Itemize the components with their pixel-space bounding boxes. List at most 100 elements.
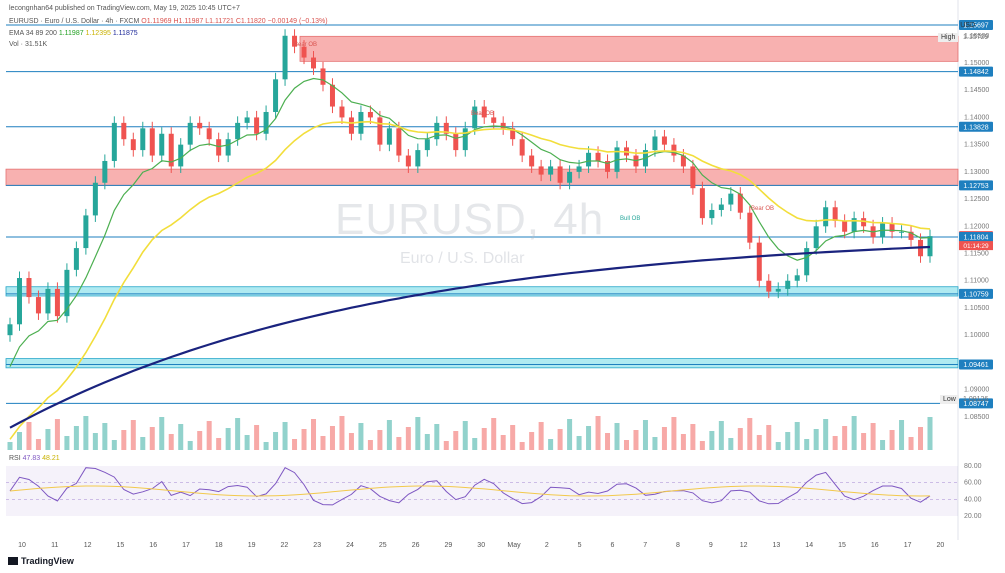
volume-bar	[311, 419, 317, 450]
volume-bar	[73, 426, 79, 450]
candle-body	[26, 278, 32, 298]
countdown-text: 01:14:29	[963, 243, 989, 250]
volume-bar	[671, 417, 677, 450]
candle-body	[804, 248, 810, 276]
price-tick-13: 1.09000	[964, 387, 989, 394]
candle-body	[35, 297, 41, 314]
volume-bar	[415, 417, 421, 450]
bull-ob-label: Bull OB	[620, 216, 641, 222]
time-tick-24: 14	[805, 542, 813, 549]
rsi-band	[6, 466, 958, 516]
volume-bar	[491, 418, 497, 450]
time-tick-23: 13	[773, 542, 781, 549]
volume-bar	[747, 418, 753, 450]
publisher-line: lecongnhan64 published on TradingView.co…	[9, 5, 240, 12]
price-tick-9: 1.11000	[964, 278, 989, 285]
candle-body	[861, 218, 867, 227]
volume-bar	[889, 430, 895, 450]
candle-body	[794, 275, 800, 281]
volume-bar	[273, 432, 279, 450]
ema-legend[interactable]: EMA 34 89 200 1.11987 1.12395 1.11875	[9, 30, 138, 37]
volume-bar	[121, 430, 127, 450]
watermark-symbol: EURUSD, 4h	[335, 195, 605, 244]
candle-body	[472, 106, 478, 129]
volume-bar	[557, 429, 563, 450]
candle-body	[206, 128, 212, 140]
volume-bar	[927, 417, 933, 450]
candle-body	[538, 166, 544, 175]
volume-bar	[26, 422, 32, 450]
candle-body	[168, 133, 174, 167]
volume-bar	[548, 439, 554, 450]
symbol-line: EURUSD · Euro / U.S. Dollar · 4h · FXCM …	[9, 18, 328, 25]
volume-bar	[690, 424, 696, 450]
volume-bar	[111, 440, 117, 450]
volume-bar	[16, 432, 22, 450]
time-tick-25: 15	[838, 542, 846, 549]
level-tag-text-2: 1.13828	[963, 124, 988, 131]
volume-bar	[254, 425, 260, 450]
candle-body	[823, 207, 829, 227]
volume-bar	[301, 429, 307, 450]
candle-body	[396, 128, 402, 156]
candle-body	[320, 68, 326, 85]
candle-body	[652, 136, 658, 151]
candle-body	[235, 122, 241, 140]
volume-bar	[462, 421, 468, 450]
ema89-value: 1.12395	[85, 30, 111, 37]
volume-bar	[899, 420, 905, 450]
candle-body	[64, 269, 70, 317]
volume-bar	[775, 442, 781, 450]
volume-bar	[35, 439, 41, 450]
time-tick-0: 10	[18, 542, 26, 549]
time-tick-14: 30	[477, 542, 485, 549]
tradingview-brand[interactable]: TradingView	[8, 556, 74, 566]
level-tag-text-0: 1.15697	[963, 23, 988, 30]
candle-body	[851, 218, 857, 232]
time-tick-6: 18	[215, 542, 223, 549]
volume-bar	[263, 442, 269, 450]
level-tag-5	[959, 231, 993, 242]
candle-body	[16, 278, 22, 325]
volume-bar	[861, 433, 867, 450]
rsi-tick-2: 40.00	[964, 496, 982, 503]
time-tick-20: 8	[676, 542, 680, 549]
candle-body	[462, 128, 468, 151]
volume-bar	[292, 439, 298, 450]
candle-body	[339, 106, 345, 118]
volume-bar	[225, 428, 231, 450]
volume-bar	[586, 426, 592, 450]
candle-body	[690, 166, 696, 189]
volume-bar	[880, 440, 886, 450]
volume-bar	[680, 434, 686, 450]
time-tick-28: 20	[937, 542, 945, 549]
volume-bar	[45, 429, 51, 450]
volume-bar	[64, 436, 70, 450]
volume-bar	[842, 426, 848, 450]
level-tag-text-1: 1.14842	[963, 69, 988, 76]
volume-bar	[358, 423, 364, 450]
volume-bar	[329, 426, 335, 450]
level-tag-text-8: 1.08747	[963, 401, 988, 408]
volume-bar	[500, 435, 506, 450]
volume-bar	[804, 439, 810, 450]
candle-body	[121, 122, 127, 140]
volume-legend[interactable]: Vol · 31.51K	[9, 41, 48, 48]
candle-body	[273, 79, 279, 112]
volume-bar	[83, 416, 89, 450]
candle-body	[244, 117, 250, 123]
rsi-legend[interactable]: RSI 47.83 48.21	[9, 455, 60, 462]
volume-bar	[282, 422, 288, 450]
candle-body	[453, 133, 459, 151]
bear-ob-label-3: Bear OB	[751, 206, 775, 212]
candle-body	[519, 139, 525, 156]
volume-bar	[851, 416, 857, 450]
candle-body	[130, 139, 136, 151]
candle-body	[405, 155, 411, 167]
candle-body	[348, 117, 354, 134]
candle-body	[377, 117, 383, 145]
volume-bar	[870, 423, 876, 450]
low-label: Low	[940, 395, 959, 404]
candle-body	[728, 193, 734, 205]
